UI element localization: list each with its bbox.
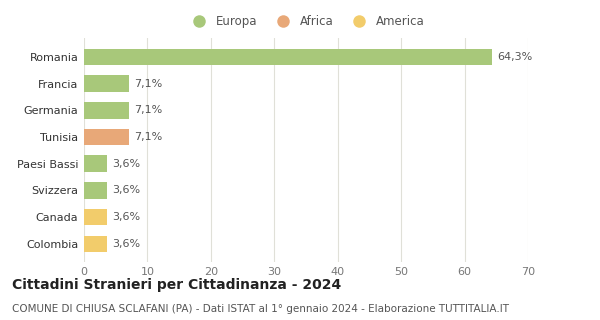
Text: 3,6%: 3,6% — [112, 239, 140, 249]
Text: 64,3%: 64,3% — [497, 52, 532, 62]
Text: COMUNE DI CHIUSA SCLAFANI (PA) - Dati ISTAT al 1° gennaio 2024 - Elaborazione TU: COMUNE DI CHIUSA SCLAFANI (PA) - Dati IS… — [12, 304, 509, 314]
Bar — [84, 236, 107, 252]
Bar — [84, 129, 129, 145]
Text: 7,1%: 7,1% — [134, 105, 163, 115]
Text: 7,1%: 7,1% — [134, 132, 163, 142]
Bar — [84, 182, 107, 199]
Text: Cittadini Stranieri per Cittadinanza - 2024: Cittadini Stranieri per Cittadinanza - 2… — [12, 278, 341, 292]
Bar — [84, 156, 107, 172]
Bar — [84, 209, 107, 226]
Legend: Europa, Africa, America: Europa, Africa, America — [187, 15, 425, 28]
Bar — [84, 102, 129, 119]
Bar — [84, 75, 129, 92]
Text: 3,6%: 3,6% — [112, 159, 140, 169]
Text: 3,6%: 3,6% — [112, 186, 140, 196]
Bar — [84, 49, 492, 65]
Text: 3,6%: 3,6% — [112, 212, 140, 222]
Text: 7,1%: 7,1% — [134, 79, 163, 89]
